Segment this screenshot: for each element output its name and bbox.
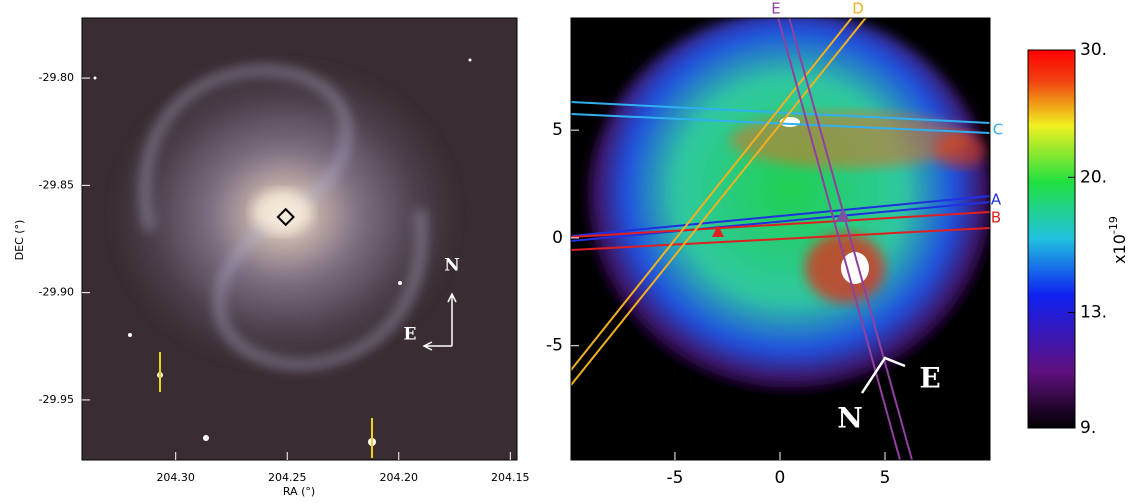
slit-label: A [991,191,1002,209]
y-tick-label: 5 [552,120,563,140]
colorbar-exponent: -19 [1107,216,1120,234]
colorbar-tick-label: 9. [1080,418,1096,438]
y-tick-label: -29.95 [39,393,74,406]
left-frame [81,17,518,461]
x-tick-label: 5 [880,468,891,488]
y-tick-label: -29.85 [39,178,74,191]
x-tick-label: -5 [666,468,683,488]
x-axis-label: RA (°) [283,485,315,498]
y-axis-label: DEC (°) [13,220,26,261]
y-tick-label: -29.80 [39,71,74,84]
slit-label: C [993,121,1003,139]
x-tick-label: 204.25 [268,471,307,484]
x-tick-label: 0 [775,468,786,488]
slit-label: D [852,0,864,18]
compass [860,356,906,394]
slit-label: E [771,0,780,18]
halpha-map [571,18,990,460]
y-tick-label: -5 [546,336,563,356]
spiral-arms [139,64,427,371]
colorbar-tick-label: 30. [1080,40,1107,60]
field-marker [276,207,295,227]
right-frame [570,17,991,461]
compass-north: N [444,256,460,276]
compass-north: N [837,402,863,435]
colorbar-label: x10-19 [1107,216,1129,264]
colorbar-unit: x10 [1110,234,1129,264]
colorbar-tick-label: 13. [1080,303,1107,323]
colorbar-tick-label: 20. [1080,167,1107,187]
y-tick-label: -29.90 [39,286,74,299]
slit-label: B [991,209,1001,227]
compass-east: E [919,362,940,395]
compass-east: E [404,325,417,345]
x-tick-label: 204.20 [380,471,419,484]
y-tick-label: 0 [552,228,563,248]
x-tick-label: 204.30 [156,471,195,484]
colorbar [1027,49,1076,429]
compass [422,292,457,351]
x-tick-label: 204.15 [491,471,530,484]
